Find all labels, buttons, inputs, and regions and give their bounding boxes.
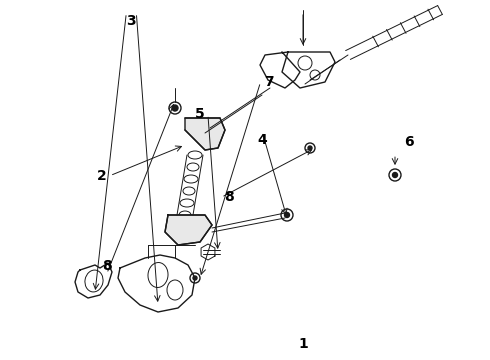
Text: 1: 1 bbox=[298, 337, 308, 351]
Circle shape bbox=[285, 212, 290, 217]
Text: 4: 4 bbox=[257, 133, 267, 147]
Circle shape bbox=[308, 146, 312, 150]
Text: 8: 8 bbox=[102, 259, 112, 273]
Polygon shape bbox=[165, 215, 212, 245]
Circle shape bbox=[392, 172, 397, 177]
Text: 5: 5 bbox=[195, 108, 205, 121]
Text: 8: 8 bbox=[224, 190, 234, 204]
Polygon shape bbox=[185, 118, 225, 150]
Text: 6: 6 bbox=[404, 135, 414, 149]
Circle shape bbox=[172, 105, 178, 111]
Text: 3: 3 bbox=[126, 14, 136, 28]
Circle shape bbox=[193, 276, 197, 280]
Text: 2: 2 bbox=[97, 169, 107, 183]
Text: 7: 7 bbox=[264, 75, 273, 89]
